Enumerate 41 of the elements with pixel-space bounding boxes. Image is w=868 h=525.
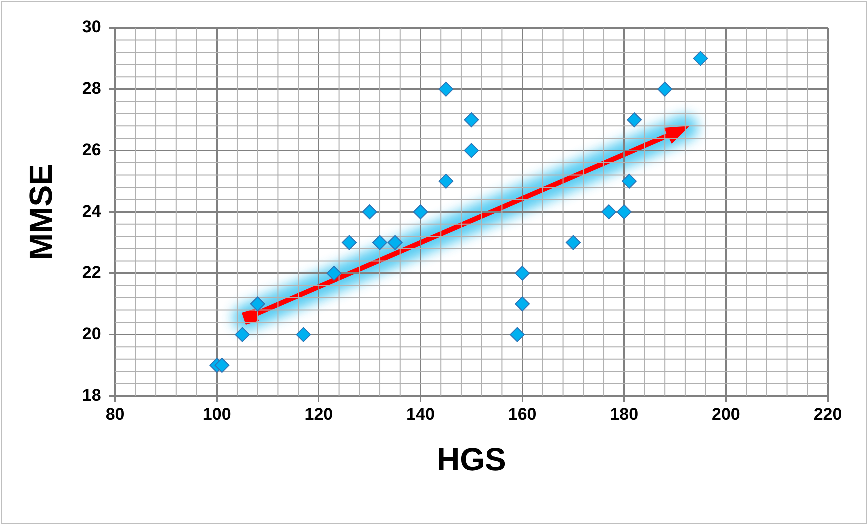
y-axis-title: MMSE	[23, 164, 60, 260]
point	[372, 235, 388, 250]
y-tick-label: 24	[82, 202, 102, 221]
x-tick-label: 120	[304, 405, 334, 424]
point	[342, 235, 357, 250]
point	[693, 51, 708, 66]
x-tick-label: 100	[202, 405, 232, 424]
point	[602, 204, 617, 220]
x-axis-title: HGS	[436, 442, 506, 478]
point	[464, 112, 480, 128]
point	[214, 358, 230, 374]
x-tick-label: 160	[508, 405, 537, 424]
point	[515, 266, 530, 281]
point	[388, 235, 403, 250]
x-tick-label: 140	[406, 405, 435, 424]
y-tick-label: 20	[82, 324, 102, 344]
point	[413, 204, 428, 220]
point	[326, 266, 342, 281]
point	[658, 82, 673, 97]
y-tick-label: 22	[82, 263, 102, 282]
point	[622, 174, 637, 189]
point	[438, 82, 454, 97]
point	[235, 327, 250, 342]
point	[616, 204, 632, 220]
point	[566, 235, 581, 250]
point	[464, 143, 480, 158]
point	[627, 112, 642, 128]
point	[362, 204, 378, 220]
point	[296, 327, 312, 342]
x-tick-label: 200	[712, 405, 740, 424]
point	[515, 296, 530, 312]
y-tick-label: 26	[82, 140, 102, 160]
y-tick-label: 18	[82, 386, 102, 405]
point	[250, 296, 266, 312]
point	[510, 327, 525, 342]
y-tick-label: 28	[82, 79, 102, 98]
x-tick-label: 80	[106, 405, 125, 424]
x-tick-label: 220	[814, 405, 842, 424]
point	[438, 174, 454, 189]
y-tick-label: 30	[82, 18, 102, 37]
x-tick-label: 180	[610, 405, 639, 424]
